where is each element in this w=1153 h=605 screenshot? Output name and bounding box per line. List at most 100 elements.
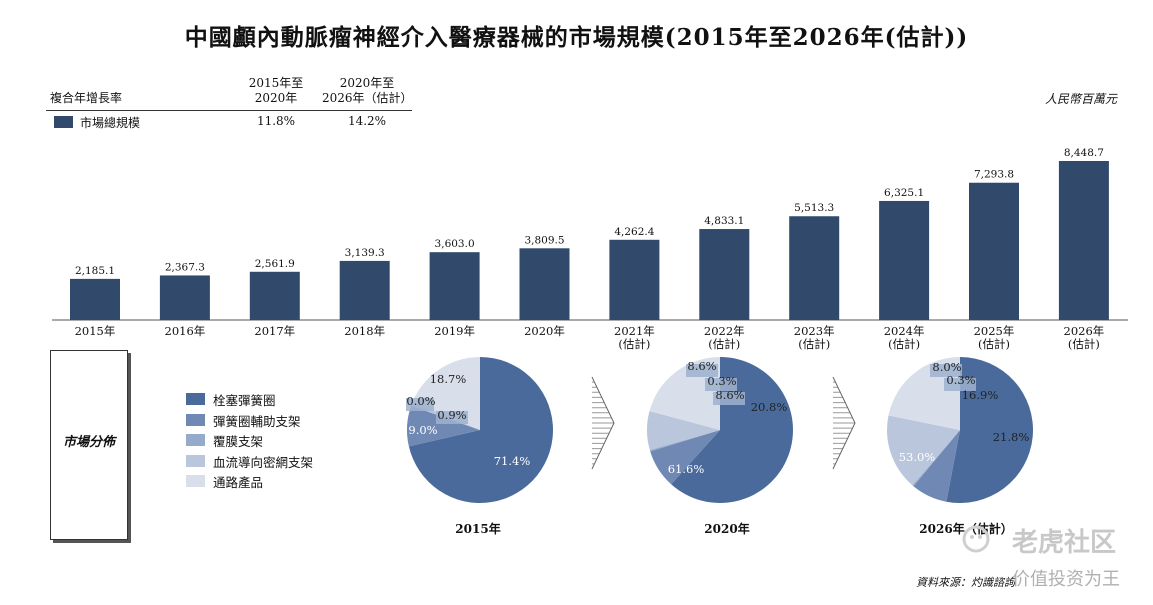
x-tick-label: 2025年 [974,324,1015,338]
x-tick-label: 2015年 [75,324,116,338]
label-background [406,398,434,411]
x-tick-label: 2022年 [704,324,745,338]
pie-slice [649,357,720,430]
pie-slice [647,411,720,451]
pie-value-label: 9.0% [408,423,437,437]
chart-title: 中國顱內動脈瘤神經介入醫療器械的市場規模(2015年至2026年(估計)) [184,24,969,51]
bar [249,271,300,320]
pie-value-label: 20.8% [751,400,788,414]
pie-slice [407,405,480,447]
pie-value-label: 0.3% [946,373,975,387]
pie-value-label: 0.3% [707,374,736,388]
legend-swatch [186,413,205,426]
pie-slice [946,357,1033,504]
x-tick-label: (估計) [888,337,920,351]
pie-slice [671,357,793,504]
bar-value-label: 2,561.9 [255,258,295,270]
bar-value-label: 3,809.5 [524,234,564,246]
bar [879,200,930,320]
label-background [705,378,737,391]
x-tick-label: (估計) [708,337,740,351]
x-tick-label: 2023年 [794,324,835,338]
source-note: 資料來源：灼識諮詢 [916,576,1015,589]
pie-value-label: 0.0% [406,394,435,408]
bar-value-label: 4,262.4 [614,226,654,238]
x-tick-label: (估計) [798,337,830,351]
label-background [686,364,718,377]
cagr-value-2: 14.2% [347,114,387,128]
pie-slice [887,415,960,486]
cagr-col1-header-line2: 2020年 [254,91,298,105]
bar-chart: 2,185.1 2015年 2,367.3 2016年 2,561.9 2017年 3,13… [52,147,1128,351]
bar [339,260,390,320]
x-tick-label: 2017年 [254,324,295,338]
pie-slice [888,357,960,430]
cagr-header-label: 複合年增長率 [50,91,123,105]
pie-value-label: 61.6% [668,462,705,476]
bar-value-label: 6,325.1 [884,187,924,199]
pie-slice [912,430,960,487]
x-tick-label: 2021年 [614,324,655,338]
cagr-col1-header: 2015年至 2020年 [236,76,316,106]
pie-value-label: 18.7% [430,372,467,386]
x-tick-label: (估計) [618,337,650,351]
pie-value-label: 16.9% [962,388,999,402]
series-name: 市場總規模 [80,116,141,130]
pie-slice [411,401,480,430]
pie-value-label: 71.4% [494,454,531,468]
bar [789,216,840,320]
legend-swatch [186,434,205,446]
bar-value-label: 4,833.1 [704,215,744,227]
x-tick-label: 2016年 [165,324,206,338]
label-background [436,411,468,424]
unit-label: 人民幣百萬元 [1044,92,1117,106]
bar [1058,161,1109,320]
bar-value-label: 7,293.8 [974,169,1014,181]
bar-value-label: 5,513.3 [794,202,834,214]
pie-value-label: 8.6% [687,359,716,373]
pie-value-label: 0.9% [437,408,466,422]
watermark-text: 老虎社区 [1012,528,1117,558]
pie-value-label: 21.8% [993,430,1030,444]
distribution-label: 市場分佈 [62,435,115,450]
bar-value-label: 3,603.0 [435,238,475,250]
bar [159,275,210,320]
pie-slice [649,430,720,452]
bar [70,278,120,320]
bar [519,248,570,320]
pie-title: 2020年 [704,521,749,536]
legend-label: 栓塞彈簧圈 [213,393,276,408]
x-tick-label: (估計) [978,337,1010,351]
watermark-logo-icon [962,525,990,553]
pie-value-label: 8.0% [932,360,961,374]
watermark-subtext: 价值投资为王 [1012,569,1120,590]
x-tick-label: (估計) [1068,337,1100,351]
bar-value-label: 2,367.3 [165,261,205,273]
chevron-arrow-icon [832,376,856,470]
legend-label: 通路產品 [213,475,264,490]
cagr-col2-header-line1: 2020年至 [339,76,395,90]
cagr-col1-header-line1: 2015年至 [248,76,304,90]
legend-swatch [186,454,205,467]
label-background [930,364,962,377]
distribution-box: 市場分佈 [50,350,128,540]
pie-slice [412,357,480,430]
cagr-value-1: 11.8% [256,114,296,128]
label-background [713,392,745,405]
bar-value-label: 2,185.1 [75,265,115,277]
pie-slice [408,357,553,503]
legend-label: 血流導向密網支架 [213,454,314,470]
bar [429,252,480,320]
cagr-table-row: 市場總規模 11.8% 14.2% [46,114,412,132]
cagr-col2-header: 2020年至 2026年（估計） [322,76,413,106]
pie-slice [650,430,720,485]
label-background [944,378,976,391]
legend-swatch [186,475,205,487]
pie-value-label: 8.6% [715,388,744,402]
cagr-table-header: 複合年增長率 2015年至 2020年 2020年至 2026年（估計） [46,70,413,111]
pie-value-label: 53.0% [899,450,936,464]
bar-value-label: 8,448.7 [1064,147,1104,159]
legend-label: 彈簧圈輔助支架 [213,413,301,429]
legend-swatch [186,393,205,405]
bar [969,182,1019,320]
